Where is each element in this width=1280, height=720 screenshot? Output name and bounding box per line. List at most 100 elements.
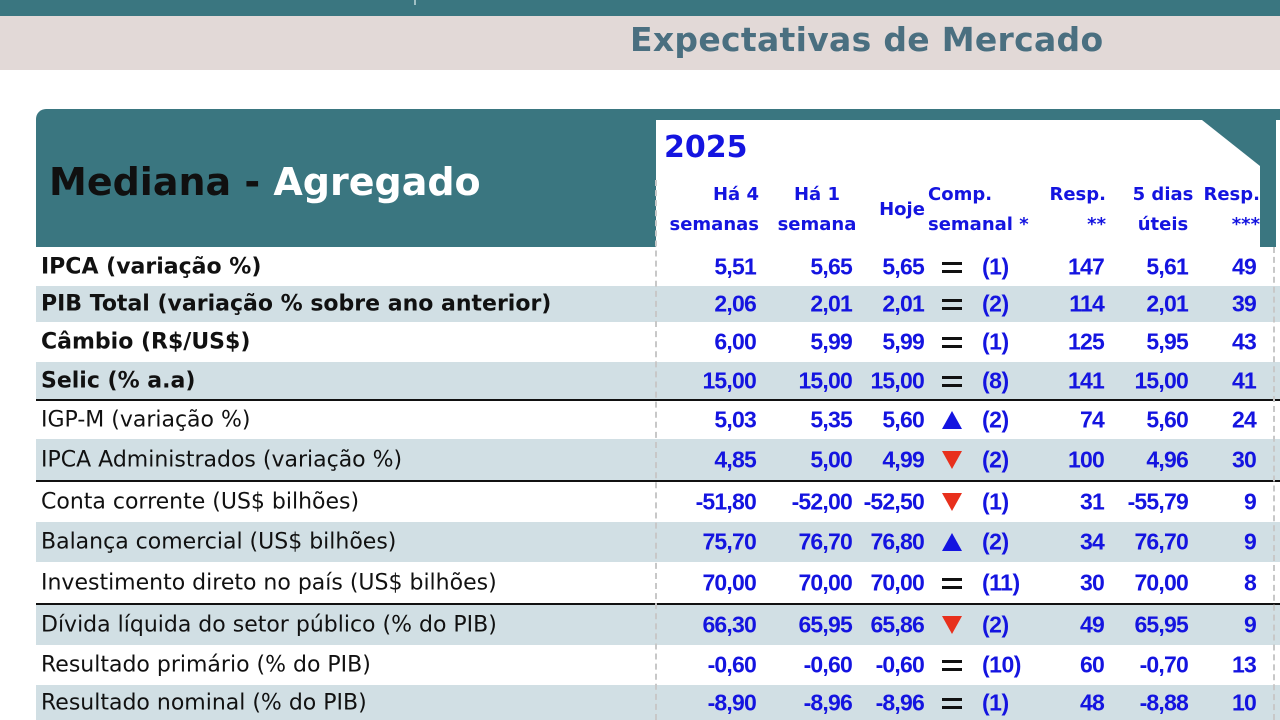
down-arrow-icon (940, 492, 964, 512)
resp-count: 100 (1068, 446, 1105, 472)
value-4-weeks: 5,51 (714, 253, 756, 280)
col-head-line2: úteis (1137, 214, 1189, 235)
value-5-days: 5,95 (1146, 328, 1188, 355)
weeks-count: (1) (982, 328, 1009, 355)
col-head-line2: Hoje (879, 199, 925, 220)
col-head-line2: ** (1087, 214, 1106, 235)
equal-icon (940, 257, 964, 277)
resp-count: 114 (1069, 290, 1105, 317)
row-label: Resultado nominal (% do PIB) (41, 690, 367, 715)
weeks-count: (10) (982, 651, 1021, 678)
value-1-week: 5,65 (810, 253, 852, 280)
value-today: -0,60 (875, 651, 925, 678)
col-head-resp: Resp. ** (1040, 180, 1106, 240)
weeks-count: (2) (982, 406, 1009, 433)
resp-count: 125 (1068, 328, 1105, 355)
value-5-days: 5,61 (1146, 253, 1188, 280)
value-today: 15,00 (870, 367, 924, 393)
row-label: Resultado primário (% do PIB) (41, 652, 371, 678)
col-head-line1: Resp. (1203, 184, 1260, 205)
value-5-days: 65,95 (1134, 611, 1188, 638)
value-today: 76,80 (870, 528, 924, 555)
down-arrow-icon (940, 615, 964, 635)
section-divider (36, 480, 1280, 482)
table-row-ipca-administrados: IPCA Administrados (variação %) 4,85 5,0… (36, 439, 1280, 480)
value-1-week: 15,00 (798, 367, 852, 393)
value-5-days: -8,88 (1139, 689, 1189, 715)
section-divider (36, 603, 1280, 605)
resp-5-days: 30 (1232, 446, 1257, 472)
resp-count: 141 (1068, 367, 1105, 393)
value-1-week: -0,60 (803, 651, 853, 678)
value-5-days: 76,70 (1134, 528, 1188, 555)
table-row-cambio: Câmbio (R$/US$) 6,00 5,99 5,99 (1) 125 5… (36, 322, 1280, 362)
row-label: Câmbio (R$/US$) (41, 329, 251, 355)
table-row-conta-corrente: Conta corrente (US$ bilhões) -51,80 -52,… (36, 482, 1280, 522)
resp-count: 147 (1068, 253, 1105, 280)
col-head-line2: semanas (669, 214, 760, 235)
resp-count: 74 (1080, 406, 1105, 433)
table-row-investimento-direto: Investimento direto no país (US$ bilhões… (36, 562, 1280, 603)
resp-5-days: 39 (1232, 290, 1257, 317)
year-header-panel (656, 120, 1260, 247)
page-title: Expectativas de Mercado (630, 20, 1104, 59)
resp-count: 30 (1080, 569, 1105, 595)
row-label: PIB Total (variação % sobre ano anterior… (41, 291, 552, 317)
resp-5-days: 9 (1244, 488, 1257, 515)
value-1-week: 76,70 (798, 528, 852, 555)
row-label: Conta corrente (US$ bilhões) (41, 489, 360, 515)
value-5-days: 2,01 (1146, 290, 1188, 317)
up-arrow-icon (940, 410, 964, 430)
value-5-days: -0,70 (1139, 651, 1189, 678)
resp-5-days: 9 (1244, 528, 1257, 555)
value-4-weeks: 2,06 (714, 290, 756, 317)
column-divider (655, 180, 657, 720)
col-head-line1: Resp. (1049, 184, 1106, 205)
value-1-week: 70,00 (798, 569, 852, 595)
weeks-count: (2) (982, 528, 1009, 555)
value-4-weeks: -51,80 (695, 488, 757, 515)
col-head-1-week: Há 1 semana (772, 180, 862, 240)
equal-icon (940, 693, 964, 713)
value-4-weeks: -0,60 (707, 651, 757, 678)
col-head-line1: Comp. (928, 184, 993, 205)
resp-5-days: 41 (1232, 367, 1257, 393)
weeks-count: (1) (982, 689, 1009, 715)
resp-5-days: 8 (1244, 569, 1257, 595)
value-1-week: -8,96 (803, 689, 853, 715)
col-head-line2: *** (1231, 214, 1260, 235)
resp-count: 34 (1080, 528, 1105, 555)
col-head-line1: Há 4 (712, 184, 759, 205)
equal-icon (940, 655, 964, 675)
col-head-line2: semanal * (928, 214, 1029, 235)
table-row-selic: Selic (% a.a) 15,00 15,00 15,00 (8) 141 … (36, 362, 1280, 399)
value-5-days: 70,00 (1134, 569, 1188, 595)
top-bar (0, 0, 1280, 16)
weeks-count: (11) (982, 569, 1020, 595)
col-head-5-days: 5 dias úteis (1128, 180, 1198, 240)
row-label: Dívida líquida do setor público (% do PI… (41, 612, 497, 638)
value-4-weeks: 5,03 (714, 406, 756, 433)
resp-count: 31 (1080, 488, 1105, 515)
weeks-count: (1) (982, 253, 1009, 280)
table-row-balanca-comercial: Balança comercial (US$ bilhões) 75,70 76… (36, 522, 1280, 562)
right-edge (1276, 120, 1280, 720)
resp-5-days: 24 (1232, 406, 1257, 433)
row-label: IGP-M (variação %) (41, 407, 251, 433)
col-head-today: ​ Hoje (874, 180, 930, 225)
table-title: Mediana - Agregado (49, 160, 481, 204)
weeks-count: (2) (982, 611, 1009, 638)
value-today: 4,99 (882, 446, 924, 472)
value-today: -8,96 (875, 689, 925, 715)
value-4-weeks: 6,00 (714, 328, 756, 355)
row-label: IPCA Administrados (variação %) (41, 447, 403, 472)
value-today: 70,00 (870, 569, 924, 595)
resp-count: 60 (1080, 651, 1105, 678)
table-row-pib: PIB Total (variação % sobre ano anterior… (36, 286, 1280, 322)
value-1-week: 5,00 (810, 446, 852, 472)
value-today: 5,65 (882, 253, 924, 280)
row-label: Selic (% a.a) (41, 368, 196, 393)
value-4-weeks: 4,85 (714, 446, 756, 472)
row-label: Investimento direto no país (US$ bilhões… (41, 570, 497, 595)
value-1-week: 2,01 (810, 290, 852, 317)
